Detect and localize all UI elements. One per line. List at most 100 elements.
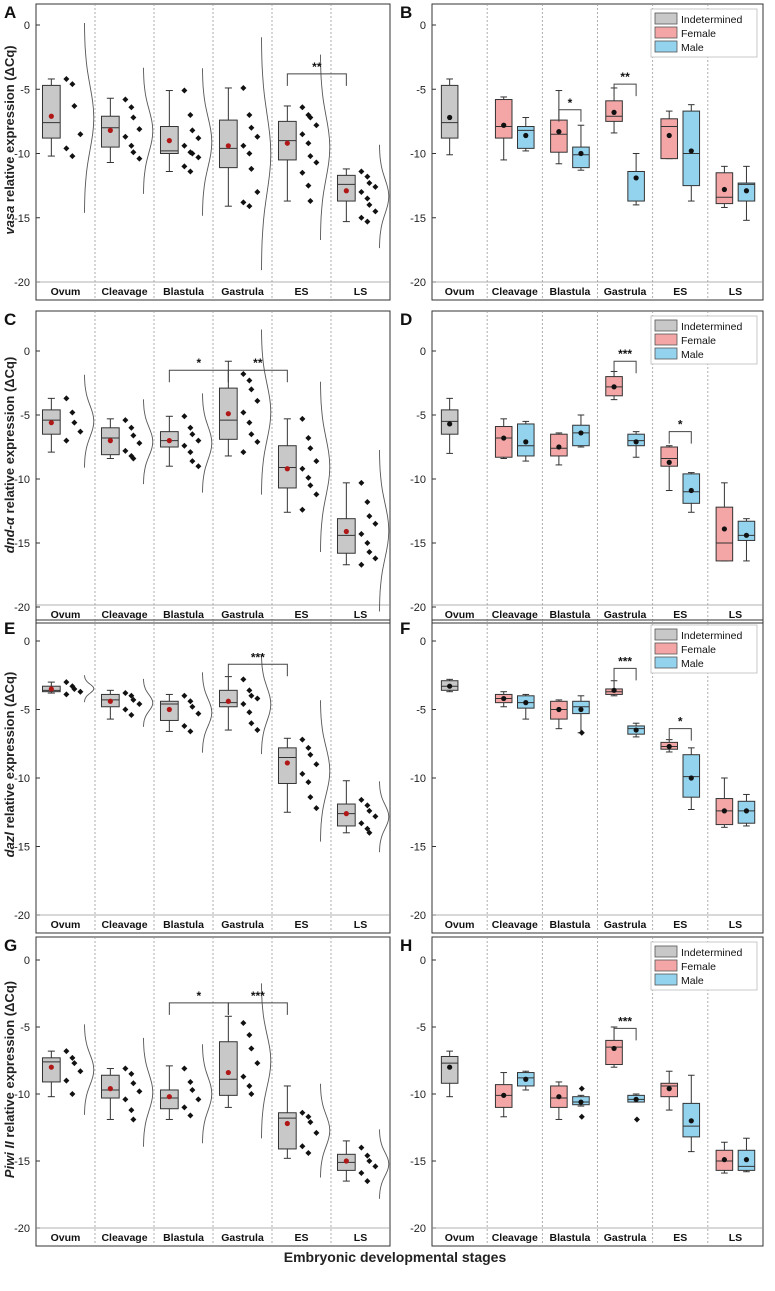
x-tick-label: Gastrula xyxy=(604,1232,647,1244)
data-point xyxy=(313,122,320,129)
mean-marker xyxy=(743,808,750,814)
data-point xyxy=(181,163,188,170)
data-point xyxy=(254,695,261,702)
legend-label: Indetermined xyxy=(681,321,742,333)
box-iqr xyxy=(660,446,678,467)
mean-marker xyxy=(523,132,529,139)
mean-marker xyxy=(343,811,349,817)
box-ls-female xyxy=(715,482,734,562)
y-tick-label: -10 xyxy=(410,773,426,785)
data-point xyxy=(130,432,137,439)
legend-label: Male xyxy=(681,658,704,670)
mean-marker xyxy=(721,1157,727,1163)
x-tick-label: Ovum xyxy=(51,609,81,621)
significance-label: ** xyxy=(253,356,263,370)
box-ls-male xyxy=(737,793,756,827)
significance-label: *** xyxy=(251,989,265,1003)
mean-marker xyxy=(225,1069,231,1076)
data-point xyxy=(187,728,194,735)
data-point xyxy=(63,1077,70,1084)
density-curve xyxy=(202,1044,213,1144)
box-cleavage xyxy=(100,67,154,194)
x-tick-label: Ovum xyxy=(51,1232,81,1244)
legend-label: Female xyxy=(681,28,716,40)
density-curve xyxy=(320,381,331,553)
y-tick-label: -15 xyxy=(14,213,30,225)
box-iqr xyxy=(218,1041,238,1096)
mean-marker xyxy=(284,140,290,146)
data-point xyxy=(254,438,261,445)
y-tick-label: -20 xyxy=(410,1223,426,1235)
box-ovum-grey xyxy=(440,678,459,693)
data-point xyxy=(372,555,379,562)
box-iqr xyxy=(277,1112,297,1150)
x-tick-label: Gastrula xyxy=(221,286,264,298)
y-tick-label: -15 xyxy=(410,842,426,854)
data-point xyxy=(189,1086,196,1093)
box-ls xyxy=(336,780,390,853)
data-point xyxy=(299,104,306,111)
box-blastula-female xyxy=(550,699,568,730)
data-point xyxy=(299,415,306,422)
box-ls-female xyxy=(715,165,734,208)
data-point xyxy=(69,1054,76,1061)
data-point xyxy=(69,409,76,416)
box-ls xyxy=(336,1129,390,1199)
density-curve xyxy=(379,144,390,249)
data-point xyxy=(364,173,371,180)
legend-swatch xyxy=(654,945,678,958)
box-blastula xyxy=(159,393,213,493)
mean-marker xyxy=(666,743,672,750)
data-point xyxy=(364,1152,371,1159)
y-tick-label: -15 xyxy=(410,213,426,225)
data-point xyxy=(195,154,202,161)
box-iqr xyxy=(218,689,238,708)
data-point xyxy=(299,1109,306,1116)
x-tick-label: Ovum xyxy=(51,286,81,298)
data-point xyxy=(366,829,373,836)
data-point xyxy=(77,688,84,695)
y-tick-label: -10 xyxy=(410,1089,426,1101)
x-tick-label: Blastula xyxy=(163,286,204,298)
data-point xyxy=(128,104,135,111)
data-point xyxy=(305,182,312,189)
density-curve xyxy=(143,1037,154,1147)
y-tick-label: -5 xyxy=(20,84,30,96)
data-point xyxy=(305,1113,312,1120)
data-point xyxy=(130,1116,137,1123)
data-point xyxy=(128,1070,135,1077)
box-ls-male xyxy=(737,1137,756,1173)
y-tick-label: -20 xyxy=(14,277,30,289)
data-point xyxy=(254,397,261,404)
data-point xyxy=(189,431,196,438)
data-point xyxy=(187,1112,194,1119)
panel-letter: G xyxy=(4,936,17,955)
legend-swatch xyxy=(654,642,678,655)
data-point xyxy=(254,189,261,196)
data-point xyxy=(358,479,365,486)
significance-bracket: ** xyxy=(286,60,347,86)
data-point xyxy=(240,449,247,456)
significance-label: ** xyxy=(620,70,630,84)
legend-swatch xyxy=(654,40,678,53)
box-es-female xyxy=(660,110,678,160)
significance-bracket: * xyxy=(168,356,229,383)
y-tick-label: -5 xyxy=(416,705,426,717)
mean-marker xyxy=(284,1120,290,1127)
x-tick-label: Blastula xyxy=(163,1232,204,1244)
data-point xyxy=(307,198,314,205)
mean-marker xyxy=(107,1086,113,1092)
significance-label: * xyxy=(197,356,202,370)
data-point xyxy=(246,1082,253,1089)
mean-marker xyxy=(343,528,349,535)
density-curve xyxy=(261,983,272,1139)
box-iqr xyxy=(715,506,734,562)
data-point xyxy=(240,409,247,416)
x-tick-label: ES xyxy=(294,609,308,621)
x-tick-label: Blastula xyxy=(549,919,590,931)
mean-marker xyxy=(666,459,672,465)
box-es-male xyxy=(682,747,701,811)
x-tick-label: Gastrula xyxy=(604,919,647,931)
data-point xyxy=(122,1065,129,1072)
data-point xyxy=(128,1107,135,1114)
